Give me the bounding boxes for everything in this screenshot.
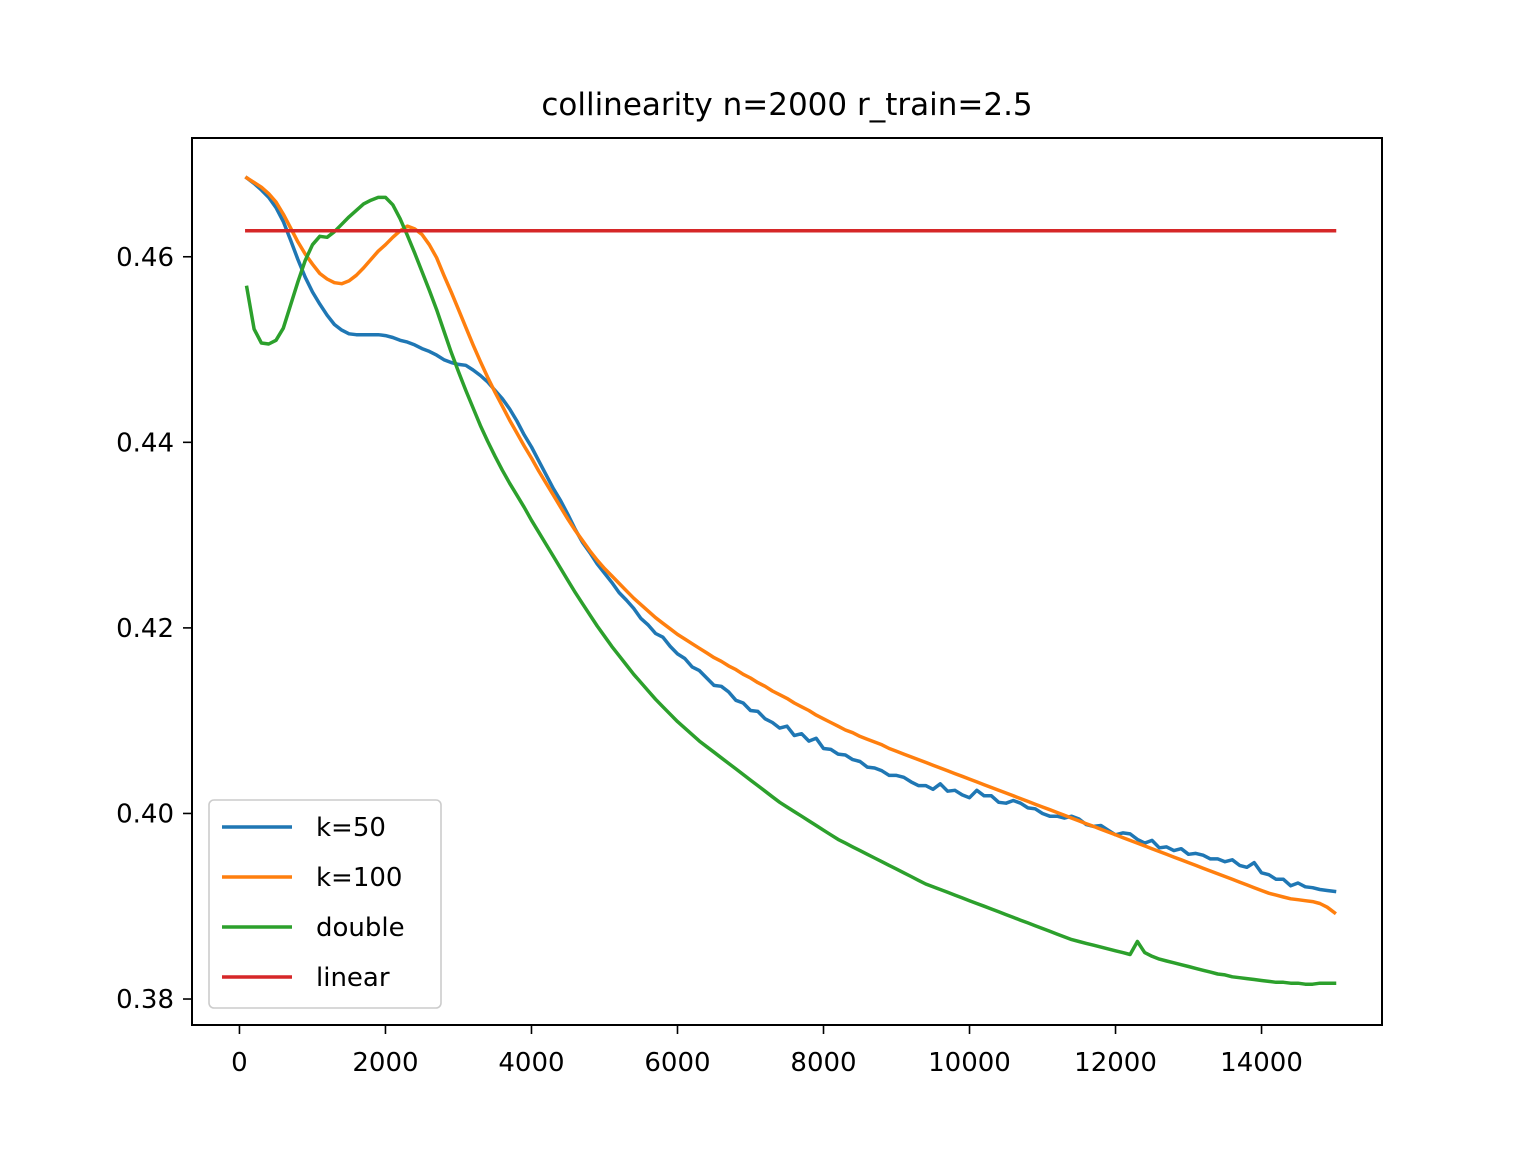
- x-tick-label: 10000: [928, 1048, 1011, 1078]
- y-tick-label: 0.40: [116, 799, 174, 829]
- x-tick-label: 12000: [1074, 1048, 1157, 1078]
- legend: k=50 k=100 double linear: [208, 799, 442, 1009]
- x-tick-label: 8000: [790, 1048, 856, 1078]
- x-tick-label: 6000: [644, 1048, 710, 1078]
- series-line-k-50: [244, 175, 1337, 894]
- y-tick-label: 0.44: [116, 428, 174, 458]
- x-tick-label: 14000: [1220, 1048, 1303, 1078]
- series-line-double: [244, 195, 1337, 986]
- chart-title: collinearity n=2000 r_train=2.5: [541, 87, 1032, 123]
- x-axis-ticks: 0 2000 4000 6000 8000 10000 12000 14000: [231, 1025, 1303, 1078]
- legend-label: k=100: [316, 863, 402, 893]
- y-tick-label: 0.46: [116, 243, 174, 273]
- legend-label: double: [316, 913, 405, 943]
- x-tick-label: 0: [231, 1048, 248, 1078]
- y-tick-label: 0.38: [116, 985, 174, 1015]
- plot-lines: [244, 175, 1337, 986]
- legend-label: k=50: [316, 813, 386, 843]
- axes-frame: [191, 137, 1383, 1026]
- legend-label: linear: [316, 963, 390, 993]
- legend-box: [208, 799, 442, 1009]
- x-tick-label: 4000: [498, 1048, 564, 1078]
- series-line-k-100: [244, 175, 1337, 916]
- y-axis-ticks: 0.38 0.40 0.42 0.44 0.46: [116, 243, 192, 1015]
- y-tick-label: 0.42: [116, 614, 174, 644]
- x-tick-label: 2000: [352, 1048, 418, 1078]
